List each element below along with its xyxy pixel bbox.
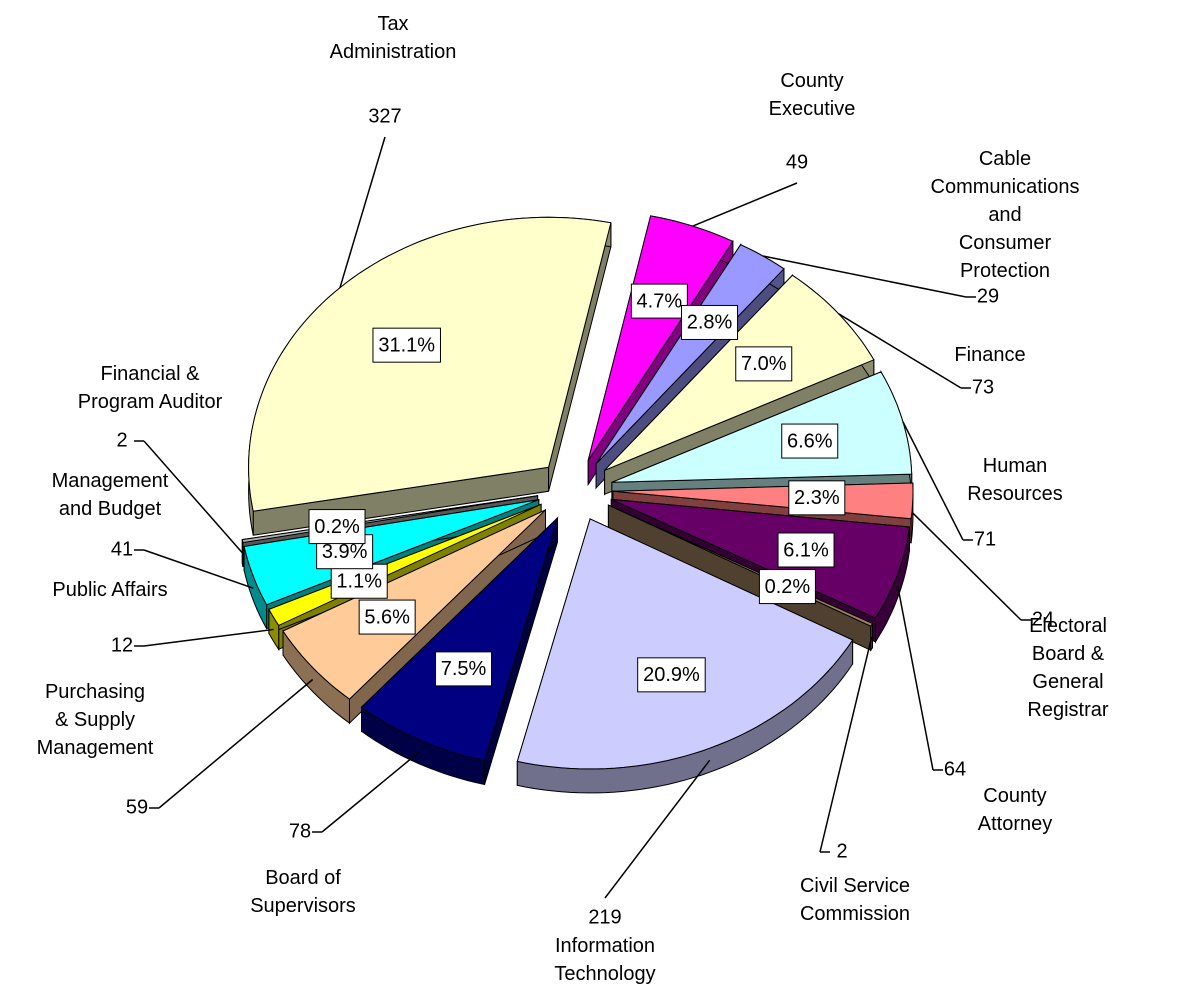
leader-line (838, 313, 962, 389)
slice (360, 516, 559, 762)
value-label: 12 (111, 634, 133, 656)
percent-label: 7.0% (741, 353, 787, 375)
percent-label: 7.5% (441, 658, 487, 680)
category-label: Information Technology (554, 935, 656, 985)
leader-line (762, 255, 967, 298)
value-label: 2 (836, 840, 847, 862)
percent-label: 3.9% (322, 541, 368, 563)
slice (243, 499, 539, 606)
value-label: 59 (126, 796, 148, 818)
category-label: County Attorney (977, 785, 1053, 835)
leader-line (158, 678, 314, 809)
category-label: Electoral Board & General Registrar (1027, 615, 1109, 721)
leader-line (143, 628, 274, 647)
slice (611, 498, 910, 619)
slice (248, 216, 612, 512)
category-label: Human Resources (967, 455, 1063, 505)
category-label: Board of Supervisors (250, 867, 356, 917)
percent-label: 0.2% (314, 516, 360, 538)
percent-label: 4.7% (637, 290, 683, 312)
percent-box (637, 657, 706, 693)
percent-label: 6.1% (783, 539, 829, 561)
leader-line (321, 751, 420, 833)
value-label: 219 (588, 906, 621, 928)
category-label: Public Affairs (52, 579, 168, 601)
percent-box (781, 423, 839, 459)
percent-box (358, 599, 416, 635)
leader-line (143, 440, 244, 554)
percent-label: 5.6% (364, 606, 410, 628)
percent-box (630, 283, 688, 319)
percent-label: 6.6% (787, 430, 833, 452)
percent-box (777, 532, 835, 568)
value-label: 49 (786, 151, 808, 173)
percent-box (788, 480, 846, 516)
leader-line (896, 585, 934, 771)
slice (587, 215, 734, 461)
percent-box (735, 346, 793, 382)
percent-label: 2.8% (687, 312, 733, 334)
value-label: 327 (368, 105, 401, 127)
value-label: 73 (972, 376, 994, 398)
category-label: Purchasing & Supply Management (36, 681, 154, 759)
leader-line (902, 421, 964, 541)
percent-label: 0.2% (765, 576, 811, 598)
percent-box (372, 327, 441, 363)
percent-box (435, 651, 493, 687)
percent-label: 20.9% (643, 664, 700, 686)
value-label: 2 (116, 429, 127, 451)
slice (516, 518, 854, 770)
leader-line (912, 512, 1022, 621)
percent-label: 31.1% (378, 334, 435, 356)
leader-line (692, 182, 798, 227)
category-label: Management and Budget (51, 470, 169, 520)
leader-line (819, 636, 873, 853)
percent-box (758, 569, 816, 605)
percent-label: 2.3% (794, 487, 840, 509)
value-label: 64 (944, 758, 966, 780)
value-label: 71 (974, 528, 996, 550)
category-label: County Executive (768, 70, 856, 120)
category-label: Cable Communications and Consumer Protec… (930, 148, 1080, 282)
category-label: Finance (954, 344, 1026, 366)
category-label: Financial & Program Auditor (77, 363, 223, 413)
category-label: Civil Service Commission (799, 875, 911, 925)
leader-line (143, 549, 254, 589)
percent-box (308, 509, 366, 545)
percent-label: 1.1% (336, 571, 382, 593)
leader-line (339, 136, 386, 288)
value-label: 41 (111, 538, 133, 560)
value-label: 78 (289, 820, 311, 842)
value-label: 29 (977, 285, 999, 307)
category-label: Tax Administration (329, 13, 457, 63)
value-label: 24 (1032, 608, 1054, 630)
percent-box (681, 304, 739, 340)
leader-line (604, 759, 711, 899)
